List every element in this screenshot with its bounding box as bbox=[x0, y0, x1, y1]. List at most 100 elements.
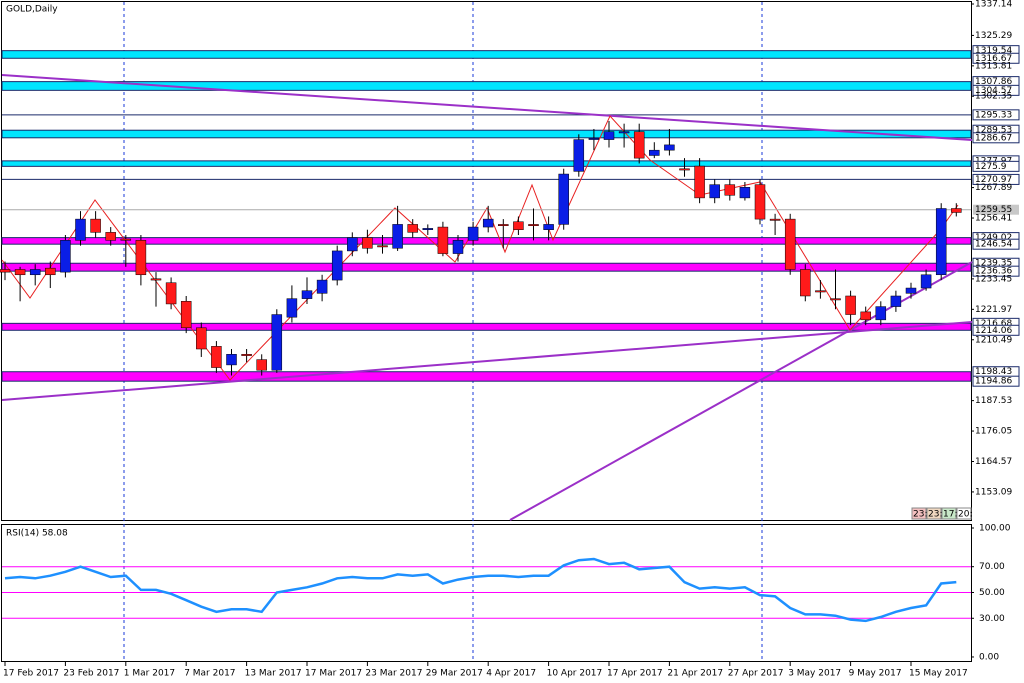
x-tick-label: 4 Apr 2017 bbox=[486, 669, 536, 679]
candle-body bbox=[694, 165, 705, 199]
candle-body bbox=[14, 269, 26, 276]
corner-labels: 23: 23: 17: 20: bbox=[911, 507, 972, 520]
y-tick-label: 1176.05 bbox=[975, 427, 1012, 437]
candle-body bbox=[558, 173, 569, 225]
candle-body bbox=[951, 208, 962, 213]
x-tick-label: 23 Mar 2017 bbox=[365, 669, 422, 679]
level-label-box bbox=[972, 173, 1020, 185]
zone-label: 1236.36 bbox=[975, 267, 1012, 277]
trend-line bbox=[1, 321, 973, 401]
y-tick-label: 1164.57 bbox=[975, 457, 1012, 467]
zone-label-box bbox=[972, 324, 1020, 336]
y-tick-label: 1221.97 bbox=[975, 305, 1012, 315]
corner-box bbox=[911, 507, 927, 520]
candle-body bbox=[679, 168, 690, 171]
x-tick-label: 10 Apr 2017 bbox=[547, 669, 603, 679]
candle-body bbox=[664, 144, 675, 151]
x-tick-label: 15 May 2017 bbox=[909, 669, 968, 679]
y-tick-label: 1337.14 bbox=[975, 0, 1012, 10]
zone-label: 1216.68 bbox=[975, 319, 1012, 329]
x-tick-label: 7 Mar 2017 bbox=[184, 669, 235, 679]
candle-body bbox=[815, 290, 826, 293]
y-tick-label: 30.00 bbox=[979, 614, 1005, 624]
zone-label: 1289.53 bbox=[975, 126, 1012, 136]
y-tick-label: 1233.45 bbox=[975, 274, 1012, 284]
candle-body bbox=[467, 226, 479, 241]
separators bbox=[123, 2, 763, 662]
candle-body bbox=[196, 327, 207, 350]
x-tick-label: 3 May 2017 bbox=[788, 669, 841, 679]
zone bbox=[1, 262, 972, 272]
corner-box bbox=[941, 507, 957, 520]
x-tick-label: 1 Mar 2017 bbox=[124, 669, 175, 679]
candle-body bbox=[452, 240, 464, 254]
zone-label: 1316.67 bbox=[975, 54, 1012, 64]
zone-label-box bbox=[972, 52, 1020, 64]
candle-body bbox=[498, 224, 509, 226]
candle-body bbox=[905, 287, 917, 294]
x-tick-label: 21 Apr 2017 bbox=[667, 669, 723, 679]
candle-body bbox=[769, 218, 781, 221]
candle-body bbox=[709, 184, 720, 199]
zone-label: 1249.02 bbox=[975, 233, 1012, 243]
candle-body bbox=[180, 301, 192, 329]
price-frame bbox=[1, 1, 972, 521]
zone-label: 1194.86 bbox=[975, 377, 1012, 387]
zone-label: 1319.54 bbox=[975, 46, 1012, 56]
x-tick-label: 9 May 2017 bbox=[849, 669, 902, 679]
x-tick-label: 17 Feb 2017 bbox=[3, 669, 59, 679]
y-tick-label: 1256.41 bbox=[975, 214, 1012, 224]
zone bbox=[1, 81, 972, 91]
chart-title: GOLD,Daily bbox=[6, 5, 58, 15]
zone-label: 1198.43 bbox=[975, 367, 1012, 377]
corner-label: 20: bbox=[958, 510, 972, 520]
zone bbox=[1, 160, 972, 167]
candle-body bbox=[754, 184, 766, 220]
candle-body bbox=[422, 228, 434, 230]
x-tick-label: 29 Mar 2017 bbox=[426, 669, 483, 679]
zone-label: 1304.57 bbox=[975, 86, 1012, 96]
candle-body bbox=[301, 290, 313, 299]
candle-body bbox=[331, 250, 343, 281]
candle-body bbox=[241, 354, 252, 356]
candle-body bbox=[513, 221, 524, 230]
candle-body bbox=[256, 359, 267, 371]
candle-body bbox=[543, 224, 554, 230]
candle-body bbox=[135, 240, 147, 276]
candle-body bbox=[830, 298, 841, 301]
level-label: 1295.33 bbox=[975, 110, 1012, 120]
candle-body bbox=[935, 208, 947, 276]
zone-label-box bbox=[972, 84, 1020, 96]
price-label: 1259.55 bbox=[975, 205, 1012, 215]
zone-label-box bbox=[972, 265, 1020, 277]
trend-line bbox=[1, 74, 973, 141]
candle-body bbox=[377, 245, 388, 248]
candle-body bbox=[437, 226, 449, 254]
zone bbox=[1, 371, 972, 382]
y-tick-label: 1325.29 bbox=[975, 31, 1012, 41]
candle-body bbox=[528, 224, 539, 226]
corner-label: 23: bbox=[913, 510, 927, 520]
candle-body bbox=[347, 237, 358, 252]
candle-body bbox=[407, 224, 418, 233]
candle-body bbox=[784, 218, 796, 270]
corner-box bbox=[956, 507, 972, 520]
candle-body bbox=[165, 282, 177, 305]
candle-body bbox=[90, 218, 101, 233]
candle-body bbox=[45, 267, 56, 276]
candle-body bbox=[75, 218, 86, 241]
price-label-box bbox=[973, 204, 1019, 215]
candle-body bbox=[105, 232, 116, 241]
y-tick-label: 1210.49 bbox=[975, 335, 1012, 345]
candle-body bbox=[633, 131, 645, 159]
rsi-frame bbox=[1, 524, 972, 662]
candle-body bbox=[271, 314, 283, 371]
candle-body bbox=[860, 311, 871, 321]
candle-body bbox=[211, 346, 222, 368]
zone-label: 1286.67 bbox=[975, 133, 1012, 143]
corner-label: 17: bbox=[943, 510, 957, 520]
zone-label-box bbox=[972, 132, 1020, 144]
y-tick-label: 1302.35 bbox=[975, 92, 1012, 102]
